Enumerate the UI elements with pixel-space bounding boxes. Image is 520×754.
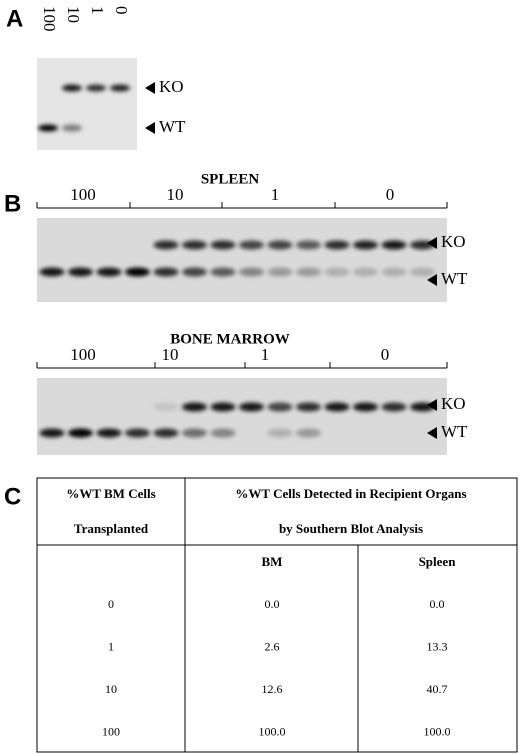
group-label: 1 [271, 185, 280, 204]
band [153, 267, 179, 277]
group-label: 0 [381, 345, 390, 364]
band [296, 240, 321, 250]
band [153, 428, 179, 438]
subheader-cell: Spleen [419, 554, 457, 569]
band [39, 267, 65, 277]
band [125, 267, 150, 277]
panel-label: A [6, 5, 23, 32]
band [86, 84, 106, 92]
lane-label: 1 [88, 6, 107, 15]
table-cell: 12.6 [262, 682, 283, 696]
table-cell: 10 [105, 682, 117, 696]
band [125, 428, 150, 438]
band [68, 428, 93, 438]
band [96, 428, 122, 438]
band [353, 240, 378, 250]
header-cell: %WT Cells Detected in Recipient Organs [235, 486, 466, 501]
arrow [145, 122, 155, 134]
band [381, 267, 407, 277]
band [353, 267, 378, 277]
header-cell: %WT BM Cells [66, 486, 155, 501]
band-label: WT [441, 269, 468, 288]
table-cell: 100.0 [424, 724, 451, 738]
gel-title: BONE MARROW [170, 331, 290, 347]
header-cell: Transplanted [74, 521, 149, 536]
band-label: KO [159, 77, 184, 96]
table-cell: 0.0 [265, 597, 280, 611]
header-cell: by Southern Blot Analysis [279, 521, 423, 536]
band [68, 267, 93, 277]
band [267, 240, 293, 250]
band-label: KO [441, 232, 466, 251]
lane-label: 10 [64, 6, 83, 23]
group-label: 1 [261, 345, 270, 364]
band [62, 84, 82, 92]
band [324, 402, 350, 412]
table-cell: 2.6 [265, 639, 280, 653]
band [239, 402, 264, 412]
band [96, 267, 122, 277]
table-cell: 13.3 [427, 639, 448, 653]
band [210, 428, 236, 438]
group-label: 100 [70, 345, 96, 364]
gel [37, 378, 447, 455]
gel [37, 58, 137, 150]
gel-title: SPLEEN [201, 171, 260, 187]
panel-label: B [4, 190, 21, 217]
band-label: WT [441, 422, 468, 441]
table-cell: 100 [102, 724, 120, 738]
band [239, 240, 264, 250]
band [153, 240, 179, 250]
arrow [427, 399, 437, 411]
band [239, 267, 264, 277]
band [381, 240, 407, 250]
group-label: 100 [70, 185, 96, 204]
arrow [145, 82, 155, 94]
band [296, 428, 321, 438]
table-cell: 0.0 [430, 597, 445, 611]
band [110, 84, 130, 92]
band [210, 240, 236, 250]
band [324, 240, 350, 250]
band [267, 267, 293, 277]
band [210, 402, 236, 412]
panel-label: C [4, 483, 21, 510]
band [296, 267, 321, 277]
band [381, 402, 407, 412]
band [182, 402, 207, 412]
arrow [427, 237, 437, 249]
band [353, 402, 378, 412]
band [296, 402, 321, 412]
table-cell: 0 [108, 597, 114, 611]
group-label: 10 [167, 185, 184, 204]
group-label: 10 [162, 345, 179, 364]
table-border [36, 477, 518, 753]
band [182, 428, 207, 438]
lane-label: 0 [112, 6, 131, 15]
table-cell: 40.7 [427, 682, 448, 696]
band [39, 428, 65, 438]
band-label: WT [159, 117, 186, 136]
table-cell: 1 [108, 639, 114, 653]
band [182, 240, 207, 250]
table-cell: 100.0 [259, 724, 286, 738]
band [62, 124, 82, 132]
band [267, 428, 293, 438]
band [410, 267, 435, 277]
band [182, 267, 207, 277]
band [324, 267, 350, 277]
arrow [427, 427, 437, 439]
gel [37, 218, 447, 302]
arrow [427, 274, 437, 286]
lane-label: 100 [40, 6, 59, 32]
band [267, 402, 293, 412]
band [153, 402, 179, 412]
group-label: 0 [386, 185, 395, 204]
band-label: KO [441, 394, 466, 413]
subheader-cell: BM [262, 554, 283, 569]
band [38, 124, 58, 132]
band [210, 267, 236, 277]
